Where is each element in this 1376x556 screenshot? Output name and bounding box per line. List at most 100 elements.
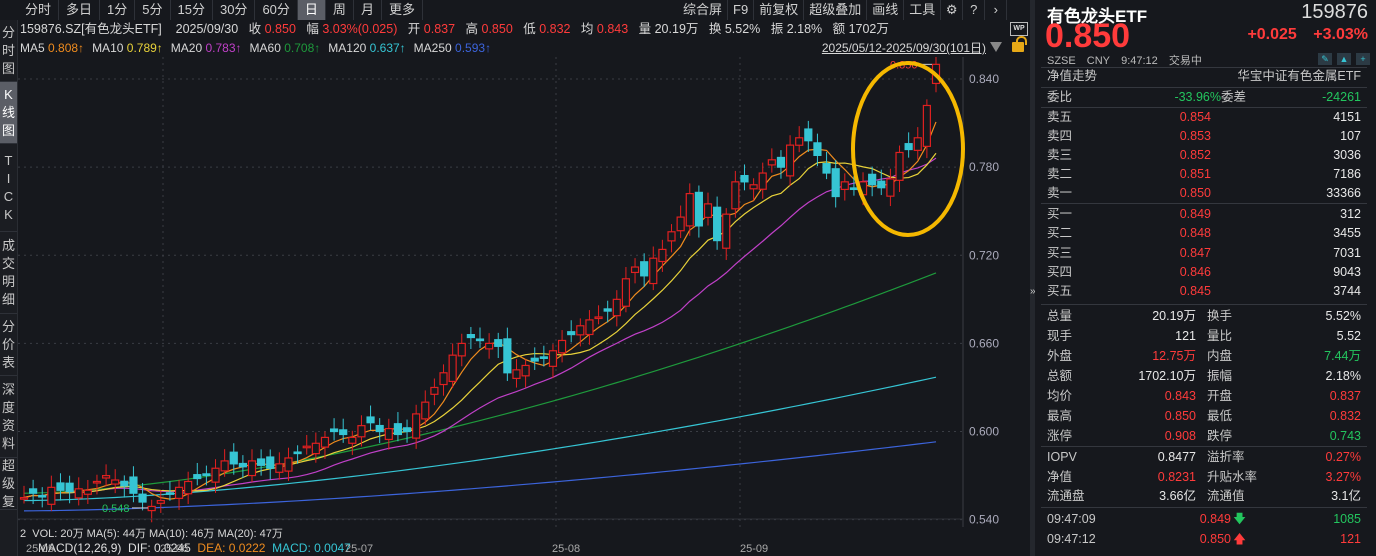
bid-level[interactable]: 买三 0.847 7031 xyxy=(1047,244,1361,263)
bid-level[interactable]: 买二 0.848 3455 xyxy=(1047,224,1361,243)
change-abs: +0.025 xyxy=(1247,26,1297,43)
level-volume: 107 xyxy=(1340,129,1361,143)
period-tab[interactable]: 更多 xyxy=(382,0,423,20)
ask-level[interactable]: 卖二 0.851 7186 xyxy=(1047,165,1361,184)
toolbar-button[interactable]: 综合屏 xyxy=(678,0,729,20)
side-tab-char: K xyxy=(4,206,13,222)
gear-icon[interactable]: ⚙ xyxy=(941,0,964,20)
side-tab-char: 度 xyxy=(1,399,15,415)
stat-label: 净值 xyxy=(1047,469,1073,484)
stat-label: 最高 xyxy=(1047,409,1073,423)
period-tab[interactable]: 30分 xyxy=(213,0,256,20)
range-dropdown-icon[interactable] xyxy=(990,42,1002,52)
wp-icon[interactable]: WP xyxy=(1010,22,1028,36)
change-label: 幅 xyxy=(306,22,319,36)
chevron-right-icon[interactable]: › xyxy=(985,0,1008,20)
level-label: 卖五 xyxy=(1047,110,1073,124)
unlock-icon[interactable] xyxy=(1012,36,1027,52)
edit-icon[interactable]: ✎ xyxy=(1318,53,1332,65)
toolbar-button[interactable]: 前复权 xyxy=(754,0,805,20)
toolbar-button[interactable]: F9 xyxy=(728,0,755,20)
min-price-label: 0.548 xyxy=(102,503,130,515)
side-tab[interactable]: 深度资料 xyxy=(0,376,17,458)
ask-level[interactable]: 卖一 0.850 33366 xyxy=(1047,184,1361,203)
bid-level[interactable]: 买五 0.845 3744 xyxy=(1047,282,1361,301)
level-label: 卖一 xyxy=(1047,186,1073,200)
ask-level[interactable]: 卖四 0.853 107 xyxy=(1047,127,1361,146)
help-icon[interactable]: ? xyxy=(963,0,986,20)
macd-indicator[interactable]: MACD(12,26,9) DIF: 0.0245 DEA: 0.0222 MA… xyxy=(38,540,351,556)
panel-splitter[interactable]: » xyxy=(1030,0,1036,556)
bid-level[interactable]: 买四 0.846 9043 xyxy=(1047,263,1361,282)
stat-row: 最高 0.850 最低 0.832 xyxy=(1047,407,1361,426)
add-icon[interactable]: + xyxy=(1356,53,1370,65)
level-label: 卖三 xyxy=(1047,148,1073,162)
tick-time: 09:47:12 xyxy=(1047,532,1096,546)
stat-label: 升贴水率 xyxy=(1207,469,1258,484)
x-axis-tick: 25-08 xyxy=(552,543,581,555)
side-tab[interactable]: 超级复 xyxy=(0,458,17,510)
weibi-label: 委比 xyxy=(1047,90,1073,104)
trading-status: 交易中 xyxy=(1168,55,1202,67)
nav-trend-row[interactable]: 净值走势 华宝中证有色金属ETF xyxy=(1047,67,1361,86)
side-tab[interactable]: 成交明细 xyxy=(0,232,17,314)
ma-name: MA20 xyxy=(170,41,203,55)
bell-icon[interactable]: ▲ xyxy=(1337,53,1351,65)
bid-level[interactable]: 买一 0.849 312 xyxy=(1047,205,1361,224)
ma-item: MA10 0.789↑ xyxy=(92,41,163,55)
period-tab[interactable]: 60分 xyxy=(255,0,298,20)
period-tab[interactable]: 1分 xyxy=(100,0,136,20)
level-volume: 7031 xyxy=(1333,245,1361,260)
nav-trend-link[interactable]: 净值走势 xyxy=(1047,69,1098,83)
ma-item: MA5 0.808↑ xyxy=(20,41,84,55)
ask-level[interactable]: 卖五 0.854 4151 xyxy=(1047,108,1361,127)
expand-icon[interactable]: » xyxy=(1030,286,1036,297)
price-change: +0.025 +3.03% xyxy=(1235,26,1368,44)
market-meta: SZSE CNY 9:47:12 交易中 xyxy=(1047,52,1210,68)
side-tab-char: 超 xyxy=(1,457,15,473)
period-tab[interactable]: 多日 xyxy=(59,0,101,20)
period-tab[interactable]: 周 xyxy=(326,0,354,20)
ma-value: 0.708↑ xyxy=(284,41,321,55)
stat-value: 3.1亿 xyxy=(1331,489,1361,503)
period-tab[interactable]: 5分 xyxy=(135,0,171,20)
period-tab[interactable]: 月 xyxy=(354,0,382,20)
high-value: 0.850 xyxy=(481,22,513,36)
ma-value: 0.783↑ xyxy=(205,41,242,55)
side-tab[interactable]: 分时图 xyxy=(0,20,17,82)
side-tab[interactable]: 分价表 xyxy=(0,314,17,376)
volume-indicator-line: 2 VOL: 20万 MA(5): 44万 MA(10): 46万 MA(20)… xyxy=(20,527,350,541)
period-tab[interactable]: 分时 xyxy=(18,0,60,20)
panel-actions: ✎ ▲ + xyxy=(1318,53,1370,65)
side-tab-char: 复 xyxy=(1,493,15,509)
level-volume: 4151 xyxy=(1333,110,1361,124)
toolbar-button[interactable]: 超级叠加 xyxy=(804,0,868,20)
ask-level[interactable]: 卖三 0.852 3036 xyxy=(1047,146,1361,165)
last-price: 0.850 xyxy=(1045,17,1131,55)
amount-label: 额 xyxy=(832,22,846,36)
stat-value: 5.52% xyxy=(1325,309,1361,323)
tick-row: 09:47:12 0.850 🡅 121 xyxy=(1047,530,1361,549)
period-tab[interactable]: 日 xyxy=(297,0,326,20)
stat-row: 总额 1702.10万 振幅 2.18% xyxy=(1047,367,1361,386)
side-tab-char: I xyxy=(6,170,11,186)
period-tabs: 分时 多日 1分 5分 15分 30分 60分日周月更多 xyxy=(18,0,423,20)
stat-row: 现手 121 量比 5.52 xyxy=(1047,327,1361,346)
level-label: 买三 xyxy=(1047,245,1073,260)
stat-label: 量比 xyxy=(1207,329,1233,343)
toolbar-button[interactable]: 工具 xyxy=(904,0,942,20)
toolbar-button[interactable]: 画线 xyxy=(867,0,905,20)
level-label: 买二 xyxy=(1047,226,1073,241)
side-tab-char: K xyxy=(4,86,13,102)
stat-label: 溢折率 xyxy=(1207,450,1245,464)
stat-value: 0.832 xyxy=(1329,409,1361,423)
period-tab[interactable]: 15分 xyxy=(171,0,213,20)
weicha-label: 委差 xyxy=(1221,90,1247,104)
date-range-link[interactable]: 2025/05/12-2025/09/30(101日) xyxy=(821,41,986,55)
macd-value: MACD: 0.0047 xyxy=(272,541,351,555)
tick-time: 09:47:09 xyxy=(1047,512,1096,526)
level-label: 卖二 xyxy=(1047,167,1073,181)
